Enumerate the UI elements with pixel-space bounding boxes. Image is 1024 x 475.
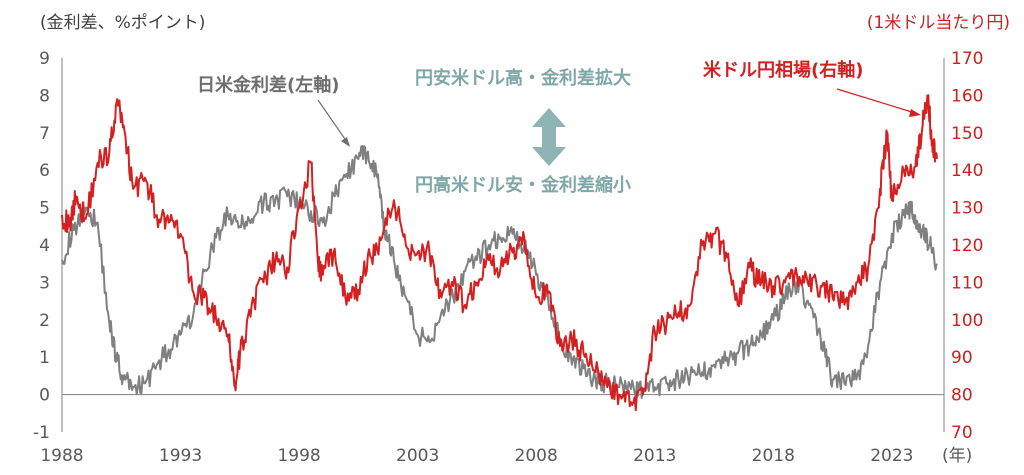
x-tick-label: 2023 [870,446,913,466]
right-tick-label: 170 [951,49,983,69]
upper-annotation: 円安米ドル高・金利差拡大 [415,67,631,89]
left-tick-label: 2 [39,311,50,331]
right-tick-label: 140 [951,161,983,181]
right-axis-unit: (1米ドル当たり円) [867,13,1010,33]
right-tick-label: 120 [951,236,983,256]
left-tick-label: 0 [39,386,50,406]
series-line-spread [61,145,938,399]
right-tick-label: 80 [951,386,973,406]
x-tick-label: 1993 [159,446,202,466]
x-tick-label: 1988 [40,446,83,466]
x-tick-label: 2003 [396,446,439,466]
double-arrow-icon [532,108,566,166]
left-tick-label: 9 [39,49,50,69]
left-tick-label: 6 [39,161,50,181]
spread-annotation-arrowhead [341,137,350,147]
left-tick-label: 1 [39,348,50,368]
lower-annotation: 円高米ドル安・金利差縮小 [415,174,631,196]
fx-annotation-pointer [836,88,916,114]
right-tick-label: 110 [951,273,983,293]
series-line-fx [61,94,938,412]
left-tick-label: 5 [39,199,50,219]
x-tick-label: 2008 [515,446,558,466]
right-tick-label: 90 [951,348,973,368]
right-tick-label: 70 [951,423,973,443]
left-axis-unit: (金利差、%ポイント) [40,13,205,33]
x-axis-unit: (年) [942,446,972,466]
left-tick-label: 7 [39,124,50,144]
x-tick-label: 2013 [633,446,676,466]
fx-annotation-arrowhead [909,109,921,117]
left-tick-label: -1 [33,423,50,443]
fx-annotation: 米ドル円相場(右軸) [703,59,863,81]
right-tick-label: 130 [951,199,983,219]
left-axis-ticks: -1 0 1 2 3 4 5 6 7 8 9 [33,49,50,443]
left-tick-label: 3 [39,273,50,293]
right-tick-label: 150 [951,124,983,144]
x-tick-label: 1998 [277,446,320,466]
left-tick-label: 8 [39,86,50,106]
spread-annotation-pointer [317,99,348,143]
right-tick-label: 160 [951,86,983,106]
left-tick-label: 4 [39,236,50,256]
x-tick-label: 2018 [752,446,795,466]
right-tick-label: 100 [951,311,983,331]
x-axis-ticks: 1988 1993 1998 2003 2008 2013 2018 2023 [40,446,913,466]
spread-annotation: 日米金利差(左軸) [197,74,339,96]
right-axis-ticks: 70 80 90 100 110 120 130 140 150 160 170 [951,49,983,443]
